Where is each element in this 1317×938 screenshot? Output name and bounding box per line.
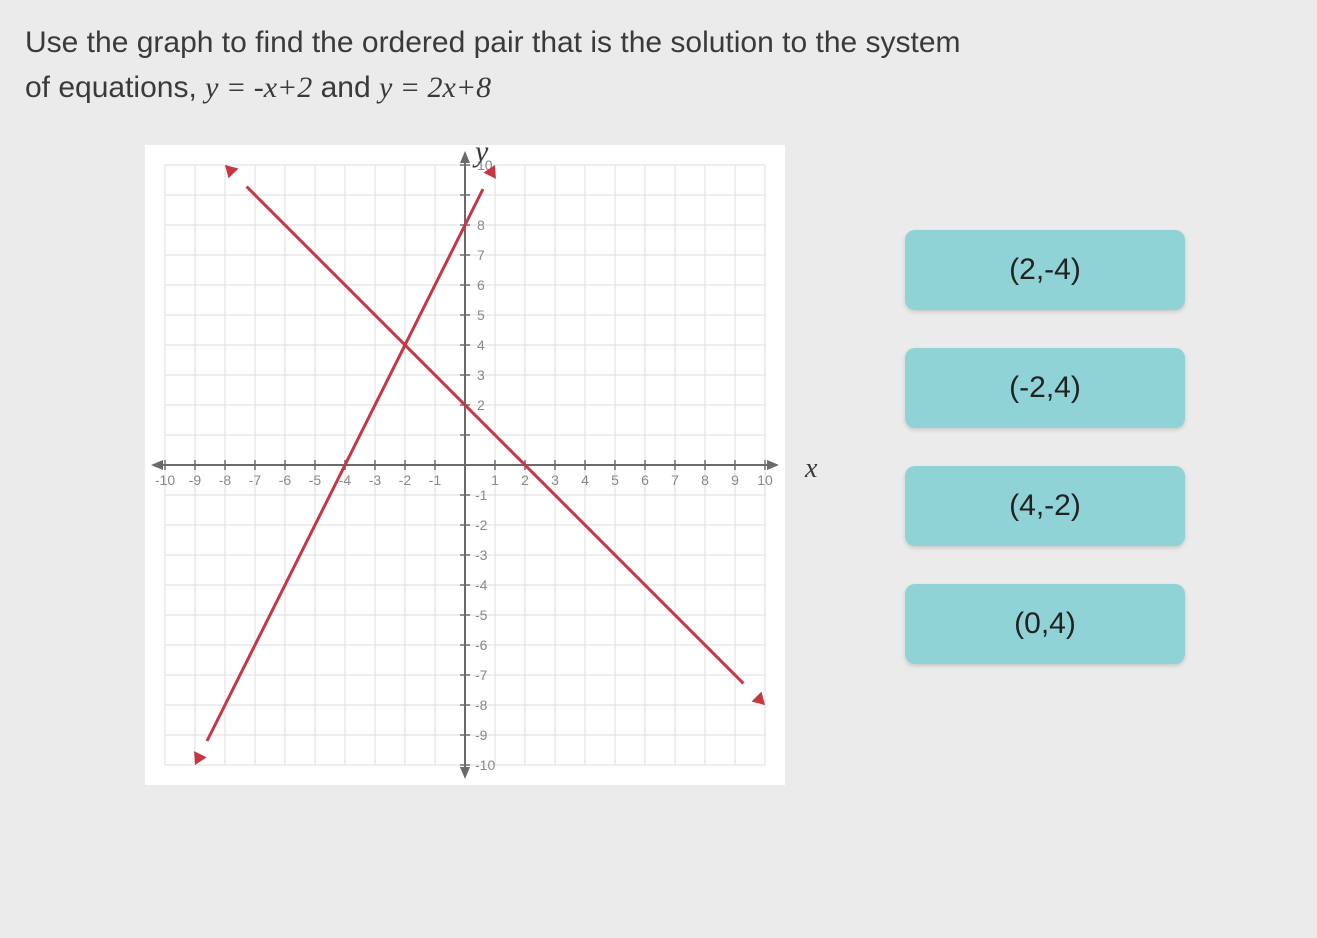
- question-conj: and: [321, 71, 379, 104]
- svg-text:2: 2: [521, 472, 529, 488]
- answer-label: (4,-2): [1009, 489, 1081, 523]
- svg-text:-5: -5: [475, 607, 488, 623]
- svg-text:8: 8: [477, 217, 485, 233]
- svg-text:-1: -1: [475, 487, 488, 503]
- svg-text:-2: -2: [399, 472, 412, 488]
- question-line1: Use the graph to find the ordered pair t…: [25, 26, 961, 59]
- axis-label-x: x: [805, 453, 817, 485]
- svg-text:-4: -4: [475, 577, 488, 593]
- coordinate-graph: -10-9-8-7-6-5-4-3-2-11234567891023456781…: [145, 145, 785, 785]
- question-text: Use the graph to find the ordered pair t…: [25, 20, 1292, 110]
- svg-text:-2: -2: [475, 517, 488, 533]
- svg-text:-10: -10: [155, 472, 175, 488]
- answer-choices: (2,-4) (-2,4) (4,-2) (0,4): [905, 230, 1185, 664]
- svg-text:-6: -6: [475, 637, 488, 653]
- svg-text:4: 4: [581, 472, 589, 488]
- svg-text:7: 7: [671, 472, 679, 488]
- svg-text:-8: -8: [475, 697, 488, 713]
- answer-label: (2,-4): [1009, 253, 1081, 287]
- svg-text:5: 5: [611, 472, 619, 488]
- svg-text:-9: -9: [475, 727, 488, 743]
- svg-text:6: 6: [641, 472, 649, 488]
- svg-text:-7: -7: [475, 667, 488, 683]
- svg-text:-1: -1: [429, 472, 442, 488]
- svg-text:-5: -5: [309, 472, 322, 488]
- answer-option-3[interactable]: (4,-2): [905, 466, 1185, 546]
- answer-label: (0,4): [1014, 607, 1076, 641]
- svg-text:4: 4: [477, 337, 485, 353]
- svg-text:3: 3: [551, 472, 559, 488]
- svg-text:-3: -3: [475, 547, 488, 563]
- svg-text:9: 9: [731, 472, 739, 488]
- svg-text:6: 6: [477, 277, 485, 293]
- svg-text:7: 7: [477, 247, 485, 263]
- svg-text:-10: -10: [475, 757, 495, 773]
- svg-text:-8: -8: [219, 472, 232, 488]
- svg-text:-3: -3: [369, 472, 382, 488]
- answer-option-4[interactable]: (0,4): [905, 584, 1185, 664]
- axis-label-y: y: [475, 135, 488, 169]
- equation-2: y = 2x+8: [379, 71, 491, 104]
- answer-option-1[interactable]: (2,-4): [905, 230, 1185, 310]
- question-line2-pre: of equations,: [25, 71, 205, 104]
- svg-text:2: 2: [477, 397, 485, 413]
- svg-text:8: 8: [701, 472, 709, 488]
- svg-text:3: 3: [477, 367, 485, 383]
- svg-text:10: 10: [757, 472, 773, 488]
- svg-text:5: 5: [477, 307, 485, 323]
- svg-text:-6: -6: [279, 472, 292, 488]
- content-row: y x -10-9-8-7-6-5-4-3-2-1123456789102345…: [25, 145, 1292, 785]
- svg-text:-9: -9: [189, 472, 202, 488]
- equation-1: y = -x+2: [205, 71, 312, 104]
- answer-label: (-2,4): [1009, 371, 1081, 405]
- svg-text:-7: -7: [249, 472, 262, 488]
- answer-option-2[interactable]: (-2,4): [905, 348, 1185, 428]
- svg-text:1: 1: [491, 472, 499, 488]
- graph-container: y x -10-9-8-7-6-5-4-3-2-1123456789102345…: [145, 145, 825, 785]
